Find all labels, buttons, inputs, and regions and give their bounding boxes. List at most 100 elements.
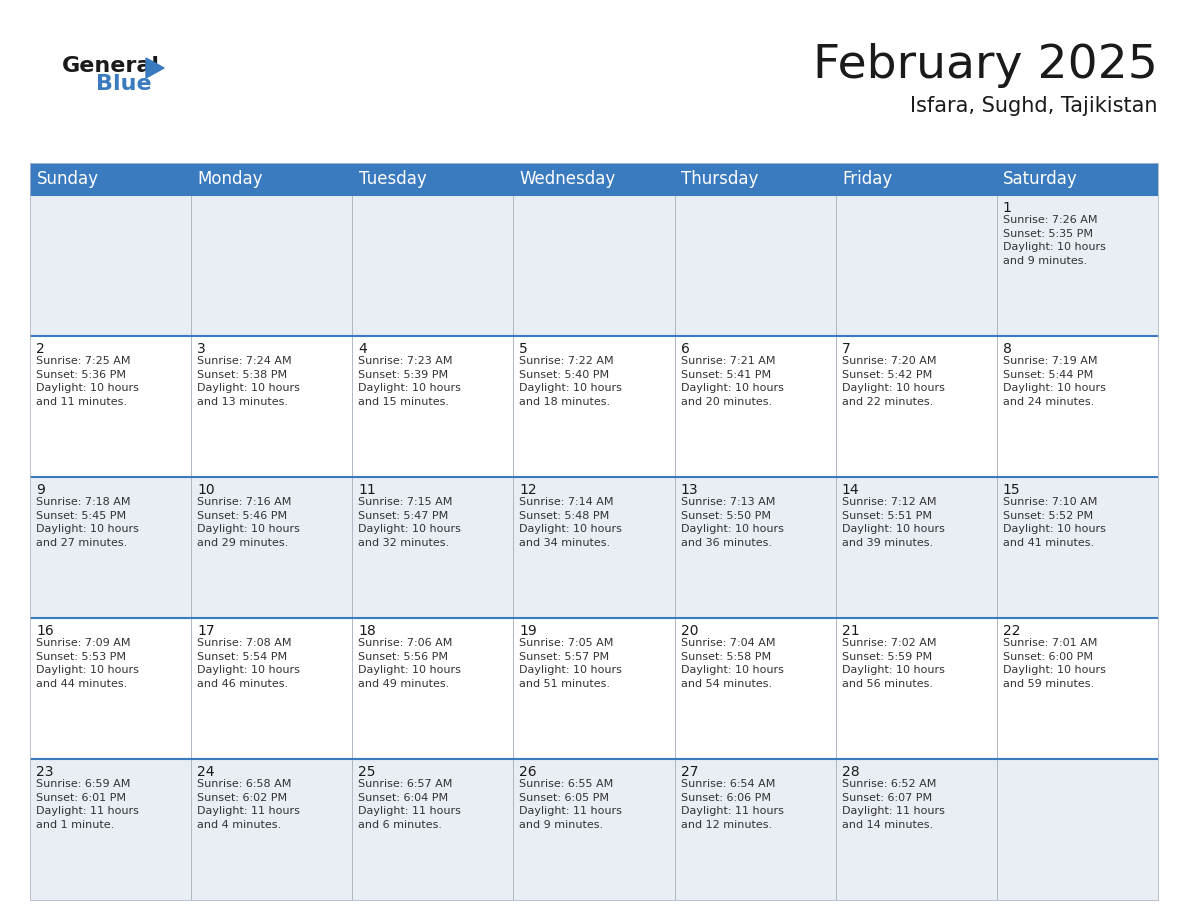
Bar <box>353 477 513 618</box>
Bar <box>30 336 191 477</box>
Text: Friday: Friday <box>842 170 892 188</box>
Bar <box>191 336 353 477</box>
Bar <box>353 195 513 336</box>
Text: 14: 14 <box>842 483 859 497</box>
Bar <box>191 195 353 336</box>
Text: Sunrise: 7:19 AM
Sunset: 5:44 PM
Daylight: 10 hours
and 24 minutes.: Sunrise: 7:19 AM Sunset: 5:44 PM Dayligh… <box>1003 356 1106 407</box>
Text: 5: 5 <box>519 342 529 356</box>
Text: Sunrise: 7:10 AM
Sunset: 5:52 PM
Daylight: 10 hours
and 41 minutes.: Sunrise: 7:10 AM Sunset: 5:52 PM Dayligh… <box>1003 497 1106 548</box>
Bar <box>191 477 353 618</box>
Text: Sunrise: 7:21 AM
Sunset: 5:41 PM
Daylight: 10 hours
and 20 minutes.: Sunrise: 7:21 AM Sunset: 5:41 PM Dayligh… <box>681 356 783 407</box>
Bar <box>191 759 353 900</box>
Bar <box>30 195 191 336</box>
Text: 10: 10 <box>197 483 215 497</box>
Bar <box>835 477 997 618</box>
Text: 1: 1 <box>1003 201 1012 215</box>
Text: 6: 6 <box>681 342 689 356</box>
Bar <box>30 759 191 900</box>
Text: Sunrise: 7:15 AM
Sunset: 5:47 PM
Daylight: 10 hours
and 32 minutes.: Sunrise: 7:15 AM Sunset: 5:47 PM Dayligh… <box>359 497 461 548</box>
Text: 2: 2 <box>36 342 45 356</box>
Text: Sunrise: 7:09 AM
Sunset: 5:53 PM
Daylight: 10 hours
and 44 minutes.: Sunrise: 7:09 AM Sunset: 5:53 PM Dayligh… <box>36 638 139 688</box>
Text: 23: 23 <box>36 765 53 779</box>
Text: Saturday: Saturday <box>1004 170 1078 188</box>
Bar <box>997 618 1158 759</box>
Text: 12: 12 <box>519 483 537 497</box>
Text: Thursday: Thursday <box>681 170 758 188</box>
Text: 25: 25 <box>359 765 375 779</box>
Bar <box>30 477 191 618</box>
Text: 3: 3 <box>197 342 206 356</box>
Text: 22: 22 <box>1003 624 1020 638</box>
Bar <box>675 163 835 195</box>
Text: Monday: Monday <box>197 170 263 188</box>
Text: Sunrise: 6:58 AM
Sunset: 6:02 PM
Daylight: 11 hours
and 4 minutes.: Sunrise: 6:58 AM Sunset: 6:02 PM Dayligh… <box>197 779 301 830</box>
Bar <box>353 336 513 477</box>
Text: Sunrise: 7:26 AM
Sunset: 5:35 PM
Daylight: 10 hours
and 9 minutes.: Sunrise: 7:26 AM Sunset: 5:35 PM Dayligh… <box>1003 215 1106 266</box>
Text: Sunrise: 7:05 AM
Sunset: 5:57 PM
Daylight: 10 hours
and 51 minutes.: Sunrise: 7:05 AM Sunset: 5:57 PM Dayligh… <box>519 638 623 688</box>
Text: Isfara, Sughd, Tajikistan: Isfara, Sughd, Tajikistan <box>910 96 1158 116</box>
Bar <box>191 163 353 195</box>
Bar <box>513 195 675 336</box>
Text: Sunrise: 6:59 AM
Sunset: 6:01 PM
Daylight: 11 hours
and 1 minute.: Sunrise: 6:59 AM Sunset: 6:01 PM Dayligh… <box>36 779 139 830</box>
Text: Sunrise: 6:54 AM
Sunset: 6:06 PM
Daylight: 11 hours
and 12 minutes.: Sunrise: 6:54 AM Sunset: 6:06 PM Dayligh… <box>681 779 783 830</box>
Bar <box>675 477 835 618</box>
Text: 21: 21 <box>842 624 859 638</box>
Text: Sunrise: 7:01 AM
Sunset: 6:00 PM
Daylight: 10 hours
and 59 minutes.: Sunrise: 7:01 AM Sunset: 6:00 PM Dayligh… <box>1003 638 1106 688</box>
Text: Sunrise: 7:25 AM
Sunset: 5:36 PM
Daylight: 10 hours
and 11 minutes.: Sunrise: 7:25 AM Sunset: 5:36 PM Dayligh… <box>36 356 139 407</box>
Text: February 2025: February 2025 <box>813 43 1158 88</box>
Text: 20: 20 <box>681 624 699 638</box>
Text: 13: 13 <box>681 483 699 497</box>
Bar <box>835 759 997 900</box>
Bar <box>835 336 997 477</box>
Text: 17: 17 <box>197 624 215 638</box>
Text: Sunrise: 6:55 AM
Sunset: 6:05 PM
Daylight: 11 hours
and 9 minutes.: Sunrise: 6:55 AM Sunset: 6:05 PM Dayligh… <box>519 779 623 830</box>
Text: General: General <box>62 56 160 76</box>
Text: Sunrise: 7:24 AM
Sunset: 5:38 PM
Daylight: 10 hours
and 13 minutes.: Sunrise: 7:24 AM Sunset: 5:38 PM Dayligh… <box>197 356 301 407</box>
Text: Sunrise: 7:18 AM
Sunset: 5:45 PM
Daylight: 10 hours
and 27 minutes.: Sunrise: 7:18 AM Sunset: 5:45 PM Dayligh… <box>36 497 139 548</box>
Bar <box>835 195 997 336</box>
Polygon shape <box>146 58 164 78</box>
Bar <box>30 163 191 195</box>
Text: 19: 19 <box>519 624 537 638</box>
Bar <box>997 336 1158 477</box>
Text: Sunrise: 7:04 AM
Sunset: 5:58 PM
Daylight: 10 hours
and 54 minutes.: Sunrise: 7:04 AM Sunset: 5:58 PM Dayligh… <box>681 638 783 688</box>
Bar <box>30 618 191 759</box>
Text: Sunrise: 7:16 AM
Sunset: 5:46 PM
Daylight: 10 hours
and 29 minutes.: Sunrise: 7:16 AM Sunset: 5:46 PM Dayligh… <box>197 497 301 548</box>
Bar <box>353 618 513 759</box>
Text: 8: 8 <box>1003 342 1012 356</box>
Bar <box>997 477 1158 618</box>
Text: 16: 16 <box>36 624 53 638</box>
Text: Sunrise: 7:14 AM
Sunset: 5:48 PM
Daylight: 10 hours
and 34 minutes.: Sunrise: 7:14 AM Sunset: 5:48 PM Dayligh… <box>519 497 623 548</box>
Bar <box>835 163 997 195</box>
Text: 27: 27 <box>681 765 699 779</box>
Text: Sunrise: 7:22 AM
Sunset: 5:40 PM
Daylight: 10 hours
and 18 minutes.: Sunrise: 7:22 AM Sunset: 5:40 PM Dayligh… <box>519 356 623 407</box>
Text: Sunrise: 7:02 AM
Sunset: 5:59 PM
Daylight: 10 hours
and 56 minutes.: Sunrise: 7:02 AM Sunset: 5:59 PM Dayligh… <box>842 638 944 688</box>
Text: 24: 24 <box>197 765 215 779</box>
Text: Sunrise: 6:57 AM
Sunset: 6:04 PM
Daylight: 11 hours
and 6 minutes.: Sunrise: 6:57 AM Sunset: 6:04 PM Dayligh… <box>359 779 461 830</box>
Text: Blue: Blue <box>96 74 152 94</box>
Text: Sunrise: 6:52 AM
Sunset: 6:07 PM
Daylight: 11 hours
and 14 minutes.: Sunrise: 6:52 AM Sunset: 6:07 PM Dayligh… <box>842 779 944 830</box>
Text: 26: 26 <box>519 765 537 779</box>
Bar <box>513 336 675 477</box>
Bar <box>191 618 353 759</box>
Bar <box>997 195 1158 336</box>
Text: Sunday: Sunday <box>37 170 99 188</box>
Text: 11: 11 <box>359 483 377 497</box>
Bar <box>675 618 835 759</box>
Bar <box>675 195 835 336</box>
Text: 28: 28 <box>842 765 859 779</box>
Bar <box>513 163 675 195</box>
Text: Sunrise: 7:06 AM
Sunset: 5:56 PM
Daylight: 10 hours
and 49 minutes.: Sunrise: 7:06 AM Sunset: 5:56 PM Dayligh… <box>359 638 461 688</box>
Bar <box>513 618 675 759</box>
Text: Sunrise: 7:23 AM
Sunset: 5:39 PM
Daylight: 10 hours
and 15 minutes.: Sunrise: 7:23 AM Sunset: 5:39 PM Dayligh… <box>359 356 461 407</box>
Text: Wednesday: Wednesday <box>520 170 617 188</box>
Bar <box>997 163 1158 195</box>
Text: Sunrise: 7:08 AM
Sunset: 5:54 PM
Daylight: 10 hours
and 46 minutes.: Sunrise: 7:08 AM Sunset: 5:54 PM Dayligh… <box>197 638 301 688</box>
Bar <box>997 759 1158 900</box>
Bar <box>353 759 513 900</box>
Text: 9: 9 <box>36 483 45 497</box>
Text: Sunrise: 7:20 AM
Sunset: 5:42 PM
Daylight: 10 hours
and 22 minutes.: Sunrise: 7:20 AM Sunset: 5:42 PM Dayligh… <box>842 356 944 407</box>
Text: 15: 15 <box>1003 483 1020 497</box>
Bar <box>675 759 835 900</box>
Bar <box>513 477 675 618</box>
